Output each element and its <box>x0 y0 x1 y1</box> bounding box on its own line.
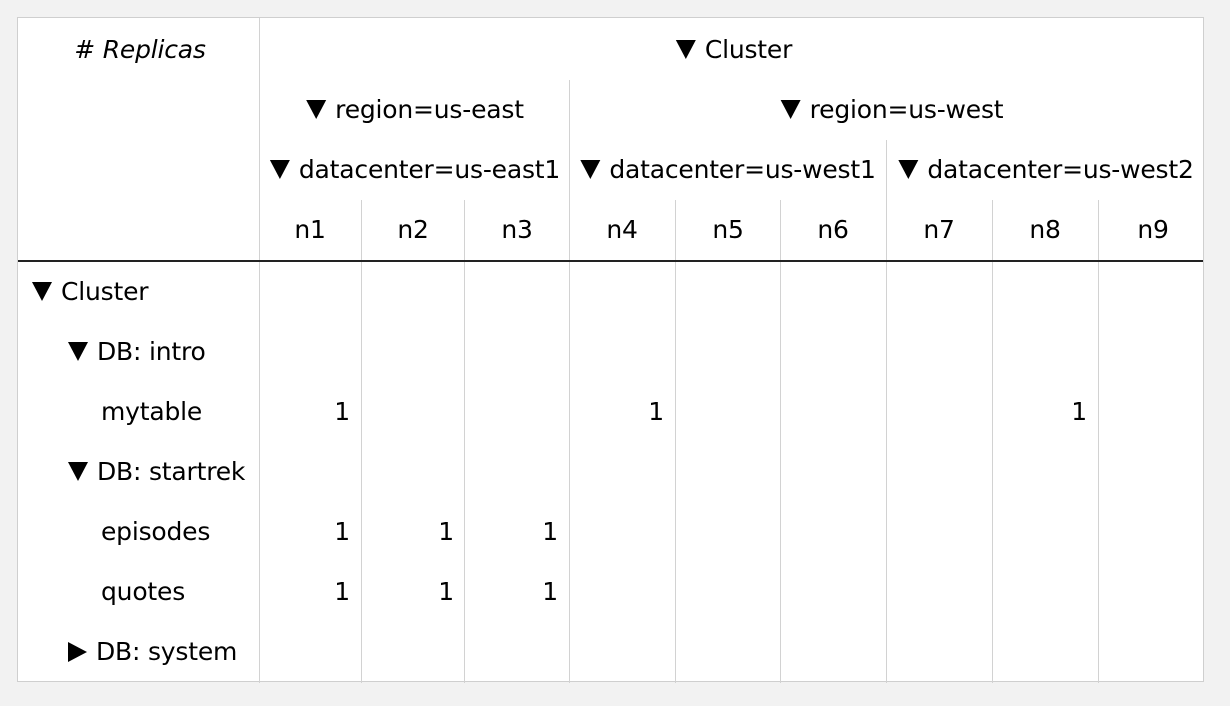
row-cluster-label: Cluster <box>61 277 149 306</box>
triangle-right-icon <box>68 642 87 662</box>
row-header-divider <box>259 18 260 683</box>
grid-line <box>569 80 570 683</box>
row-db-system-toggle[interactable]: DB: system <box>68 637 237 667</box>
column-region-us-west-toggle[interactable]: region=us-west <box>780 95 1004 125</box>
node-header-n3: n3 <box>501 215 533 244</box>
column-cluster-label: Cluster <box>704 35 793 64</box>
region-label: region=us-east <box>335 95 524 124</box>
row-db-intro-label: DB: intro <box>97 337 206 366</box>
row-episodes-label: episodes <box>101 517 211 546</box>
cell-episodes-n2: 1 <box>438 517 454 546</box>
triangle-down-icon <box>898 160 919 179</box>
triangle-down-icon <box>306 100 327 119</box>
triangle-down-icon <box>269 160 290 179</box>
grid-line <box>361 200 362 683</box>
cell-quotes-n1: 1 <box>334 577 350 606</box>
grid-line <box>1098 200 1099 683</box>
node-header-n5: n5 <box>712 215 744 244</box>
row-mytable-label: mytable <box>101 397 203 426</box>
node-header-n6: n6 <box>817 215 849 244</box>
node-header-n8: n8 <box>1029 215 1061 244</box>
triangle-down-icon <box>580 160 601 179</box>
triangle-down-icon <box>675 40 696 59</box>
cell-quotes-n3: 1 <box>542 577 558 606</box>
row-cluster-toggle[interactable]: Cluster <box>32 277 149 307</box>
row-db-intro-toggle[interactable]: DB: intro <box>68 337 206 367</box>
row-db-startrek-label: DB: startrek <box>97 457 246 486</box>
cell-mytable-n1: 1 <box>334 397 350 426</box>
datacenter-label: datacenter=us-west2 <box>927 155 1194 184</box>
replica-matrix: # Replicas Cluster region=us-east region… <box>17 17 1204 683</box>
node-header-n4: n4 <box>606 215 638 244</box>
column-cluster-toggle[interactable]: Cluster <box>675 35 793 65</box>
cell-episodes-n1: 1 <box>334 517 350 546</box>
grid-line <box>992 200 993 683</box>
triangle-down-icon <box>68 342 88 361</box>
grid-line <box>675 200 676 683</box>
region-label: region=us-west <box>809 95 1004 124</box>
cell-mytable-n4: 1 <box>648 397 664 426</box>
column-datacenter-us-west2-toggle[interactable]: datacenter=us-west2 <box>898 155 1194 185</box>
node-header-n1: n1 <box>294 215 326 244</box>
triangle-down-icon <box>68 462 88 481</box>
header-separator <box>18 260 1203 262</box>
datacenter-label: datacenter=us-west1 <box>609 155 876 184</box>
cell-episodes-n3: 1 <box>542 517 558 546</box>
node-header-n7: n7 <box>923 215 955 244</box>
corner-label: # Replicas <box>74 35 206 64</box>
column-datacenter-us-west1-toggle[interactable]: datacenter=us-west1 <box>580 155 876 185</box>
row-db-system-label: DB: system <box>96 637 238 666</box>
cell-mytable-n8: 1 <box>1071 397 1087 426</box>
node-header-n2: n2 <box>397 215 429 244</box>
node-header-n9: n9 <box>1137 215 1169 244</box>
grid-line <box>886 140 887 683</box>
column-region-us-east-toggle[interactable]: region=us-east <box>306 95 524 125</box>
column-datacenter-us-east1-toggle[interactable]: datacenter=us-east1 <box>269 155 561 185</box>
cell-quotes-n2: 1 <box>438 577 454 606</box>
triangle-down-icon <box>32 282 52 301</box>
row-quotes-label: quotes <box>101 577 186 606</box>
row-db-startrek-toggle[interactable]: DB: startrek <box>68 457 245 487</box>
datacenter-label: datacenter=us-east1 <box>298 155 561 184</box>
grid-line <box>464 200 465 683</box>
triangle-down-icon <box>780 100 801 119</box>
grid-line <box>780 200 781 683</box>
